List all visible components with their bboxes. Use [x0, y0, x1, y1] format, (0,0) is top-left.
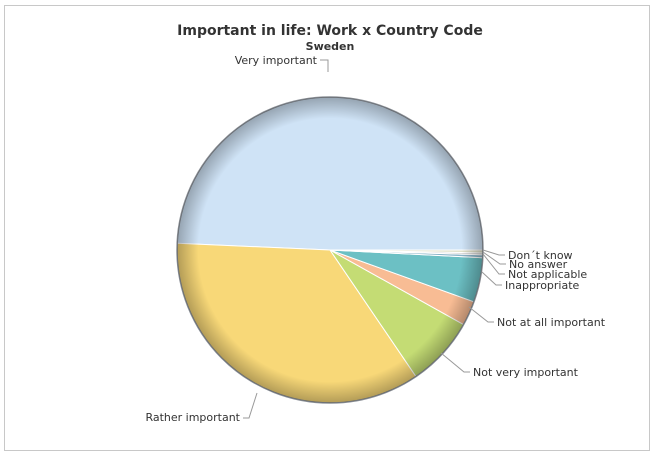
leader-line [482, 249, 505, 256]
pie-slice-very-important[interactable] [176, 96, 484, 251]
slice-label: Rather important [145, 411, 240, 424]
slice-label: No answer [509, 258, 568, 271]
leader-line [320, 59, 329, 72]
slice-label: Not applicable [508, 268, 587, 281]
leader-line [468, 306, 494, 323]
leader-line [482, 251, 506, 265]
pie-slices [176, 96, 484, 404]
leader-line [481, 271, 502, 286]
leader-line [440, 352, 470, 373]
slice-label: Not very important [473, 366, 579, 379]
chart-title: Important in life: Work x Country Code [177, 23, 483, 39]
leader-line [482, 253, 505, 275]
chart-subtitle: Sweden [306, 40, 355, 53]
slice-labels: Very important Rather important Not very i… [145, 54, 605, 424]
slice-label: Inappropriate [505, 279, 580, 292]
slice-label: Very important [235, 54, 318, 67]
leader-line [243, 392, 258, 419]
slice-label: Not at all important [497, 316, 606, 329]
slice-label: Don´t know [508, 249, 573, 262]
